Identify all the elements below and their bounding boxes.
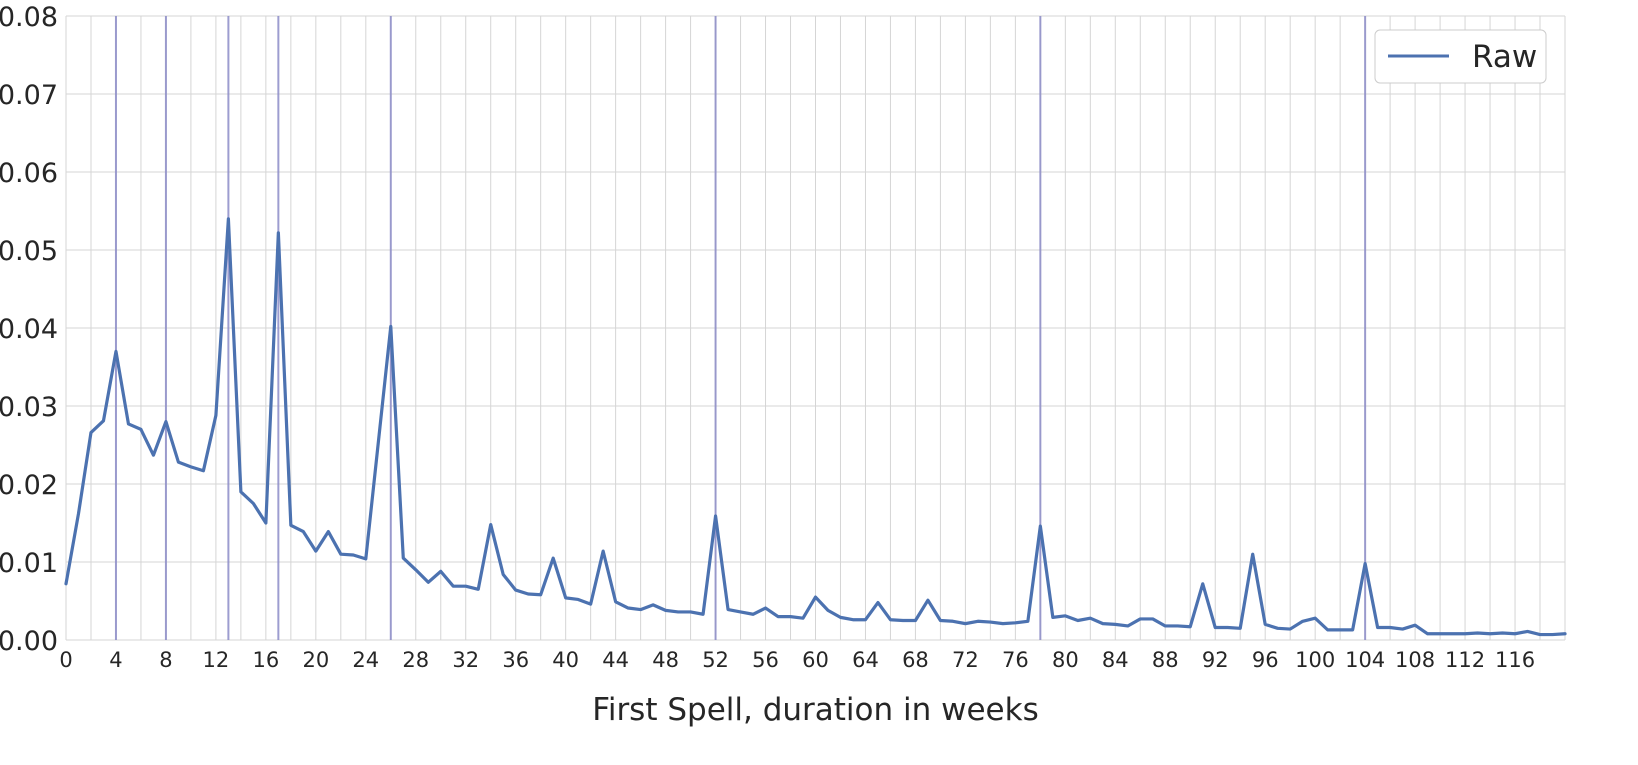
x-tick-label: 112 [1445, 648, 1485, 672]
legend[interactable]: Raw [1374, 29, 1547, 84]
x-tick-label: 68 [902, 648, 929, 672]
y-tick-label: 0.03 [0, 392, 58, 423]
x-tick-label: 84 [1102, 648, 1129, 672]
x-tick-label: 8 [159, 648, 172, 672]
x-tick-label: 28 [402, 648, 429, 672]
x-tick-label: 32 [452, 648, 479, 672]
y-tick-label: 0.07 [0, 80, 58, 111]
x-tick-label: 24 [352, 648, 379, 672]
y-tick-label: 0.02 [0, 470, 58, 501]
x-tick-label: 40 [552, 648, 579, 672]
x-tick-label: 56 [752, 648, 779, 672]
x-tick-label: 0 [59, 648, 72, 672]
y-tick-label: 0.06 [0, 158, 58, 189]
x-tick-label: 96 [1252, 648, 1279, 672]
x-tick-label: 52 [702, 648, 729, 672]
series-line-raw [64, 217, 1567, 637]
x-tick-label: 92 [1202, 648, 1229, 672]
x-tick-label: 4 [109, 648, 122, 672]
x-axis-title: First Spell, duration in weeks [592, 692, 1038, 728]
x-tick-label: 16 [252, 648, 279, 672]
legend-box [1374, 29, 1547, 84]
x-axis-ticks: 0 4 8 12 16 20 24 28 32 36 40 44 48 52 56 60 64 68 72 76 80 8… [59, 648, 1535, 672]
y-axis-ticks: 0.00 0.01 0.02 0.03 0.04 0.05 0.06 0.07 0.08 [0, 2, 58, 657]
x-tick-label: 36 [502, 648, 529, 672]
x-tick-label: 108 [1395, 648, 1435, 672]
series-layer [64, 217, 1567, 637]
x-tick-label: 60 [802, 648, 829, 672]
x-tick-label: 116 [1495, 648, 1535, 672]
legend-label-raw: Raw [1472, 39, 1537, 75]
x-tick-label: 20 [302, 648, 329, 672]
x-tick-label: 64 [852, 648, 879, 672]
y-tick-label: 0.05 [0, 236, 58, 267]
y-tick-label: 0.01 [0, 548, 58, 579]
x-tick-label: 44 [602, 648, 629, 672]
x-tick-label: 100 [1295, 648, 1335, 672]
y-tick-label: 0.04 [0, 314, 58, 345]
y-tick-label: 0.08 [0, 2, 58, 33]
x-tick-label: 80 [1052, 648, 1079, 672]
x-tick-label: 48 [652, 648, 679, 672]
x-tick-label: 12 [203, 648, 230, 672]
x-tick-label: 72 [952, 648, 979, 672]
x-tick-label: 76 [1002, 648, 1029, 672]
x-tick-label: 88 [1152, 648, 1179, 672]
grid-lines [65, 15, 1566, 641]
y-tick-label: 0.00 [0, 626, 58, 657]
x-tick-label: 104 [1345, 648, 1385, 672]
